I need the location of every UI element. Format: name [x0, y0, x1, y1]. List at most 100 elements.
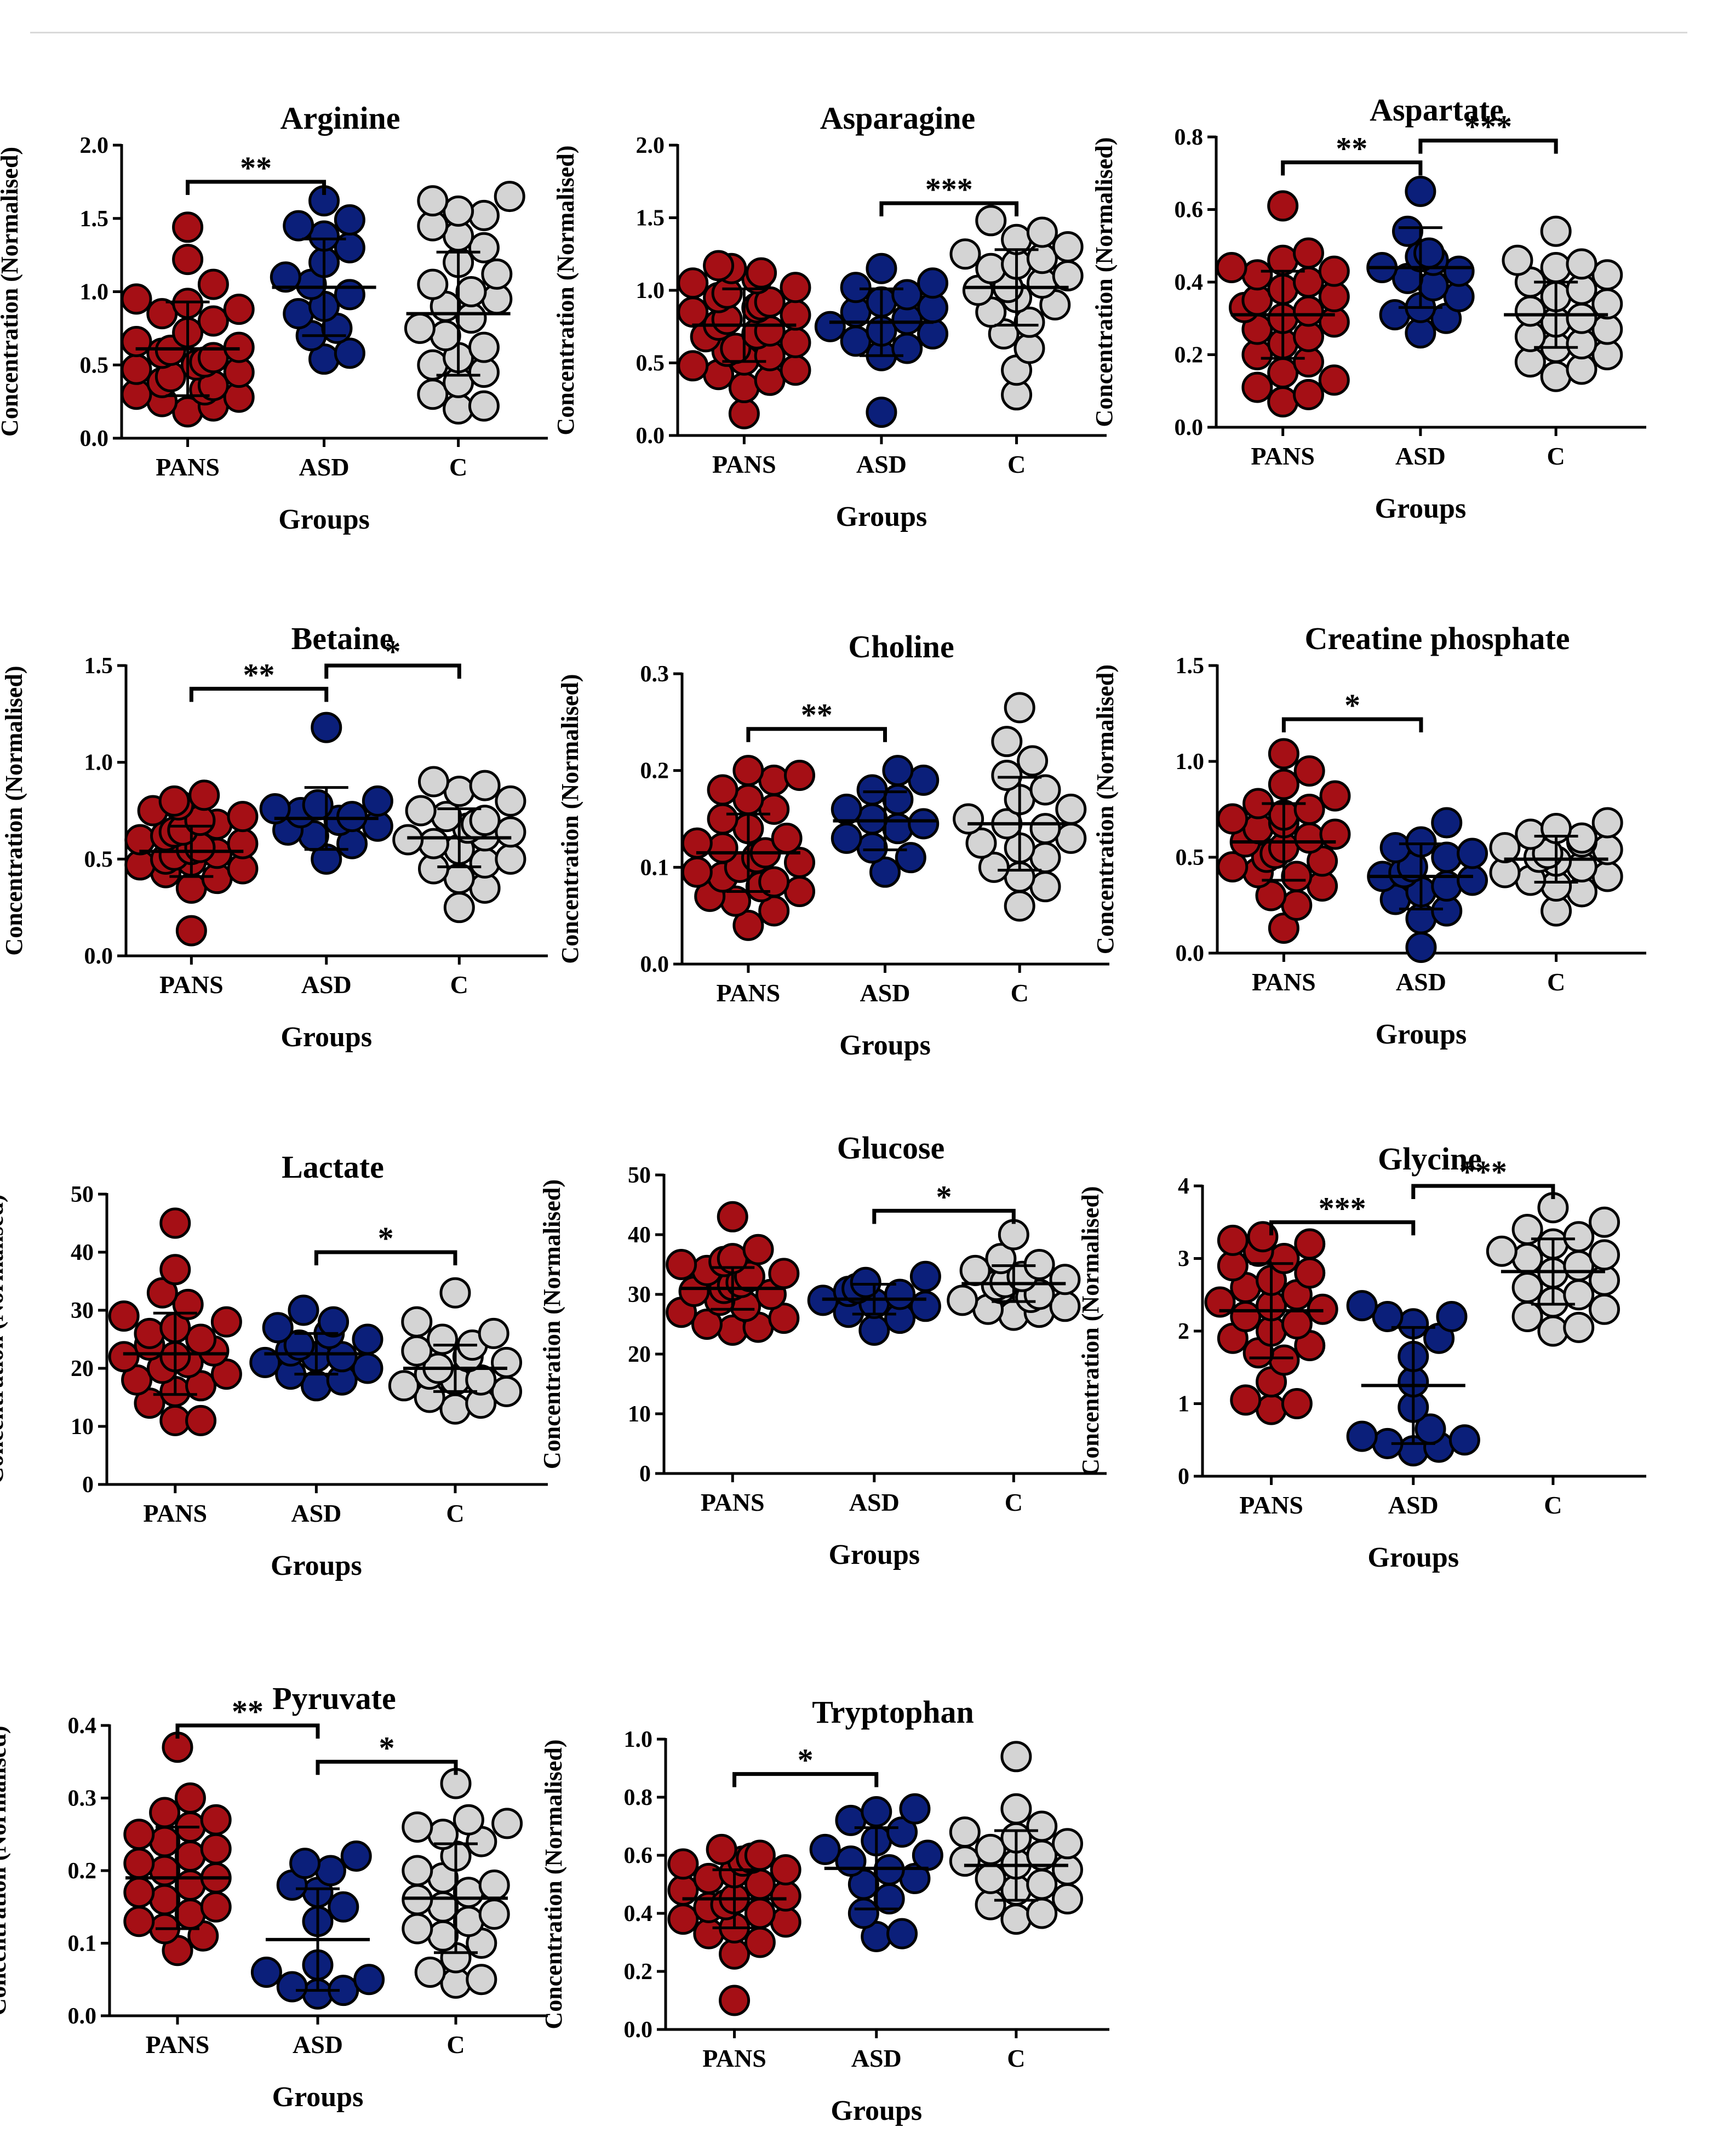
x-axis-label: Groups	[836, 501, 927, 532]
point-pans	[681, 827, 713, 859]
point-c	[1591, 861, 1623, 892]
point-c	[1017, 745, 1049, 777]
point-pans	[770, 1854, 801, 1885]
point-pans	[732, 909, 764, 941]
point-pans	[784, 847, 815, 878]
significance-label: *	[1344, 687, 1360, 723]
point-pans	[719, 1938, 751, 1970]
chart-title: Choline	[848, 629, 954, 664]
point-pans	[197, 268, 229, 300]
point-pans	[200, 1891, 232, 1923]
x-axis-label: Groups	[1375, 493, 1467, 524]
point-asd	[362, 785, 393, 817]
significance-label: ***	[925, 171, 973, 207]
y-tick-label: 1.0	[84, 750, 113, 776]
point-asd	[884, 1278, 916, 1310]
point-c	[455, 302, 487, 334]
point-c	[991, 760, 1023, 791]
point-pans	[149, 1797, 181, 1828]
point-pans	[677, 296, 709, 328]
point-c	[439, 1393, 471, 1425]
point-c	[975, 1862, 1006, 1894]
x-axis-label: Groups	[831, 2095, 922, 2126]
point-pans	[185, 1370, 217, 1402]
x-tick-label-asd: ASD	[851, 2044, 902, 2072]
point-pans	[677, 350, 709, 382]
point-pans	[742, 1234, 774, 1265]
significance-label: *	[379, 1730, 395, 1765]
point-asd	[1405, 932, 1437, 963]
point-asd	[1436, 1301, 1468, 1332]
point-asd	[866, 253, 897, 284]
y-axis-label: Concentration (Normalised)	[540, 1739, 567, 2029]
point-asd	[912, 1839, 943, 1871]
point-c	[1052, 1828, 1083, 1860]
y-tick-label: 0.6	[624, 1843, 653, 1868]
significance-label: **	[1336, 130, 1367, 166]
y-axis-label: Concentration (Normalised)	[0, 1194, 8, 1484]
point-pans	[771, 822, 803, 854]
point-pans	[1318, 364, 1350, 396]
point-asd	[882, 784, 914, 816]
chart-title: Glucose	[837, 1130, 945, 1166]
point-pans	[768, 1303, 800, 1334]
point-c	[468, 232, 500, 263]
y-tick-label: 1.5	[80, 207, 109, 232]
y-tick-label: 0.4	[68, 1713, 97, 1739]
y-axis-label: Concentration (Normalised)	[539, 1179, 565, 1469]
point-pans	[108, 1300, 140, 1332]
point-c	[469, 847, 501, 879]
point-pans	[667, 1848, 699, 1880]
point-c	[1511, 1243, 1543, 1274]
point-c	[1052, 1854, 1083, 1885]
x-tick-label-pans: PANS	[717, 979, 781, 1007]
x-tick-label-c: C	[446, 2031, 465, 2058]
point-asd	[311, 712, 342, 743]
point-pans	[1267, 190, 1299, 222]
point-asd	[353, 1964, 385, 1996]
point-c	[949, 1845, 981, 1877]
point-pans	[210, 1358, 242, 1390]
point-c	[1486, 1235, 1518, 1267]
point-pans	[758, 793, 790, 825]
point-asd	[882, 813, 914, 845]
point-c	[1489, 832, 1521, 863]
significance-label: *	[378, 1220, 394, 1256]
point-asd	[831, 793, 862, 825]
point-pans	[227, 828, 259, 859]
x-tick-label-pans: PANS	[1251, 442, 1315, 470]
point-pans	[149, 1855, 181, 1886]
point-pans	[1267, 386, 1299, 418]
x-axis-label: Groups	[1376, 1019, 1467, 1050]
point-c	[1502, 244, 1533, 276]
point-pans	[744, 1839, 776, 1871]
point-asd	[334, 337, 365, 369]
x-tick-label-asd: ASD	[301, 971, 352, 999]
point-c	[1055, 822, 1087, 854]
point-pans	[667, 1903, 699, 1935]
point-pans	[717, 1201, 748, 1232]
y-tick-label: 40	[71, 1240, 94, 1265]
point-c	[405, 795, 437, 827]
point-pans	[123, 1848, 155, 1879]
point-c	[949, 1816, 981, 1848]
x-tick-label-pans: PANS	[701, 1488, 765, 1516]
point-c	[468, 331, 500, 363]
point-pans	[185, 1323, 217, 1355]
point-c	[1511, 1272, 1543, 1303]
point-pans	[1292, 237, 1324, 269]
panel-lactate: 0 10 20 30 40 50 PANS ASD C Groups Concentration (…	[0, 1149, 548, 1581]
x-axis-label: Groups	[839, 1030, 931, 1061]
x-tick-label-c: C	[1007, 2044, 1025, 2072]
point-c	[1004, 692, 1035, 724]
significance-bracket	[732, 1772, 879, 1787]
y-tick-label: 0.2	[68, 1859, 97, 1884]
chart-title: Creatine phosphate	[1305, 621, 1570, 656]
point-c	[469, 805, 501, 836]
point-pans	[728, 372, 760, 404]
point-asd	[840, 272, 872, 303]
point-pans	[1268, 1344, 1300, 1376]
point-pans	[1268, 738, 1299, 770]
point-c	[1540, 360, 1572, 392]
point-asd	[895, 842, 926, 874]
